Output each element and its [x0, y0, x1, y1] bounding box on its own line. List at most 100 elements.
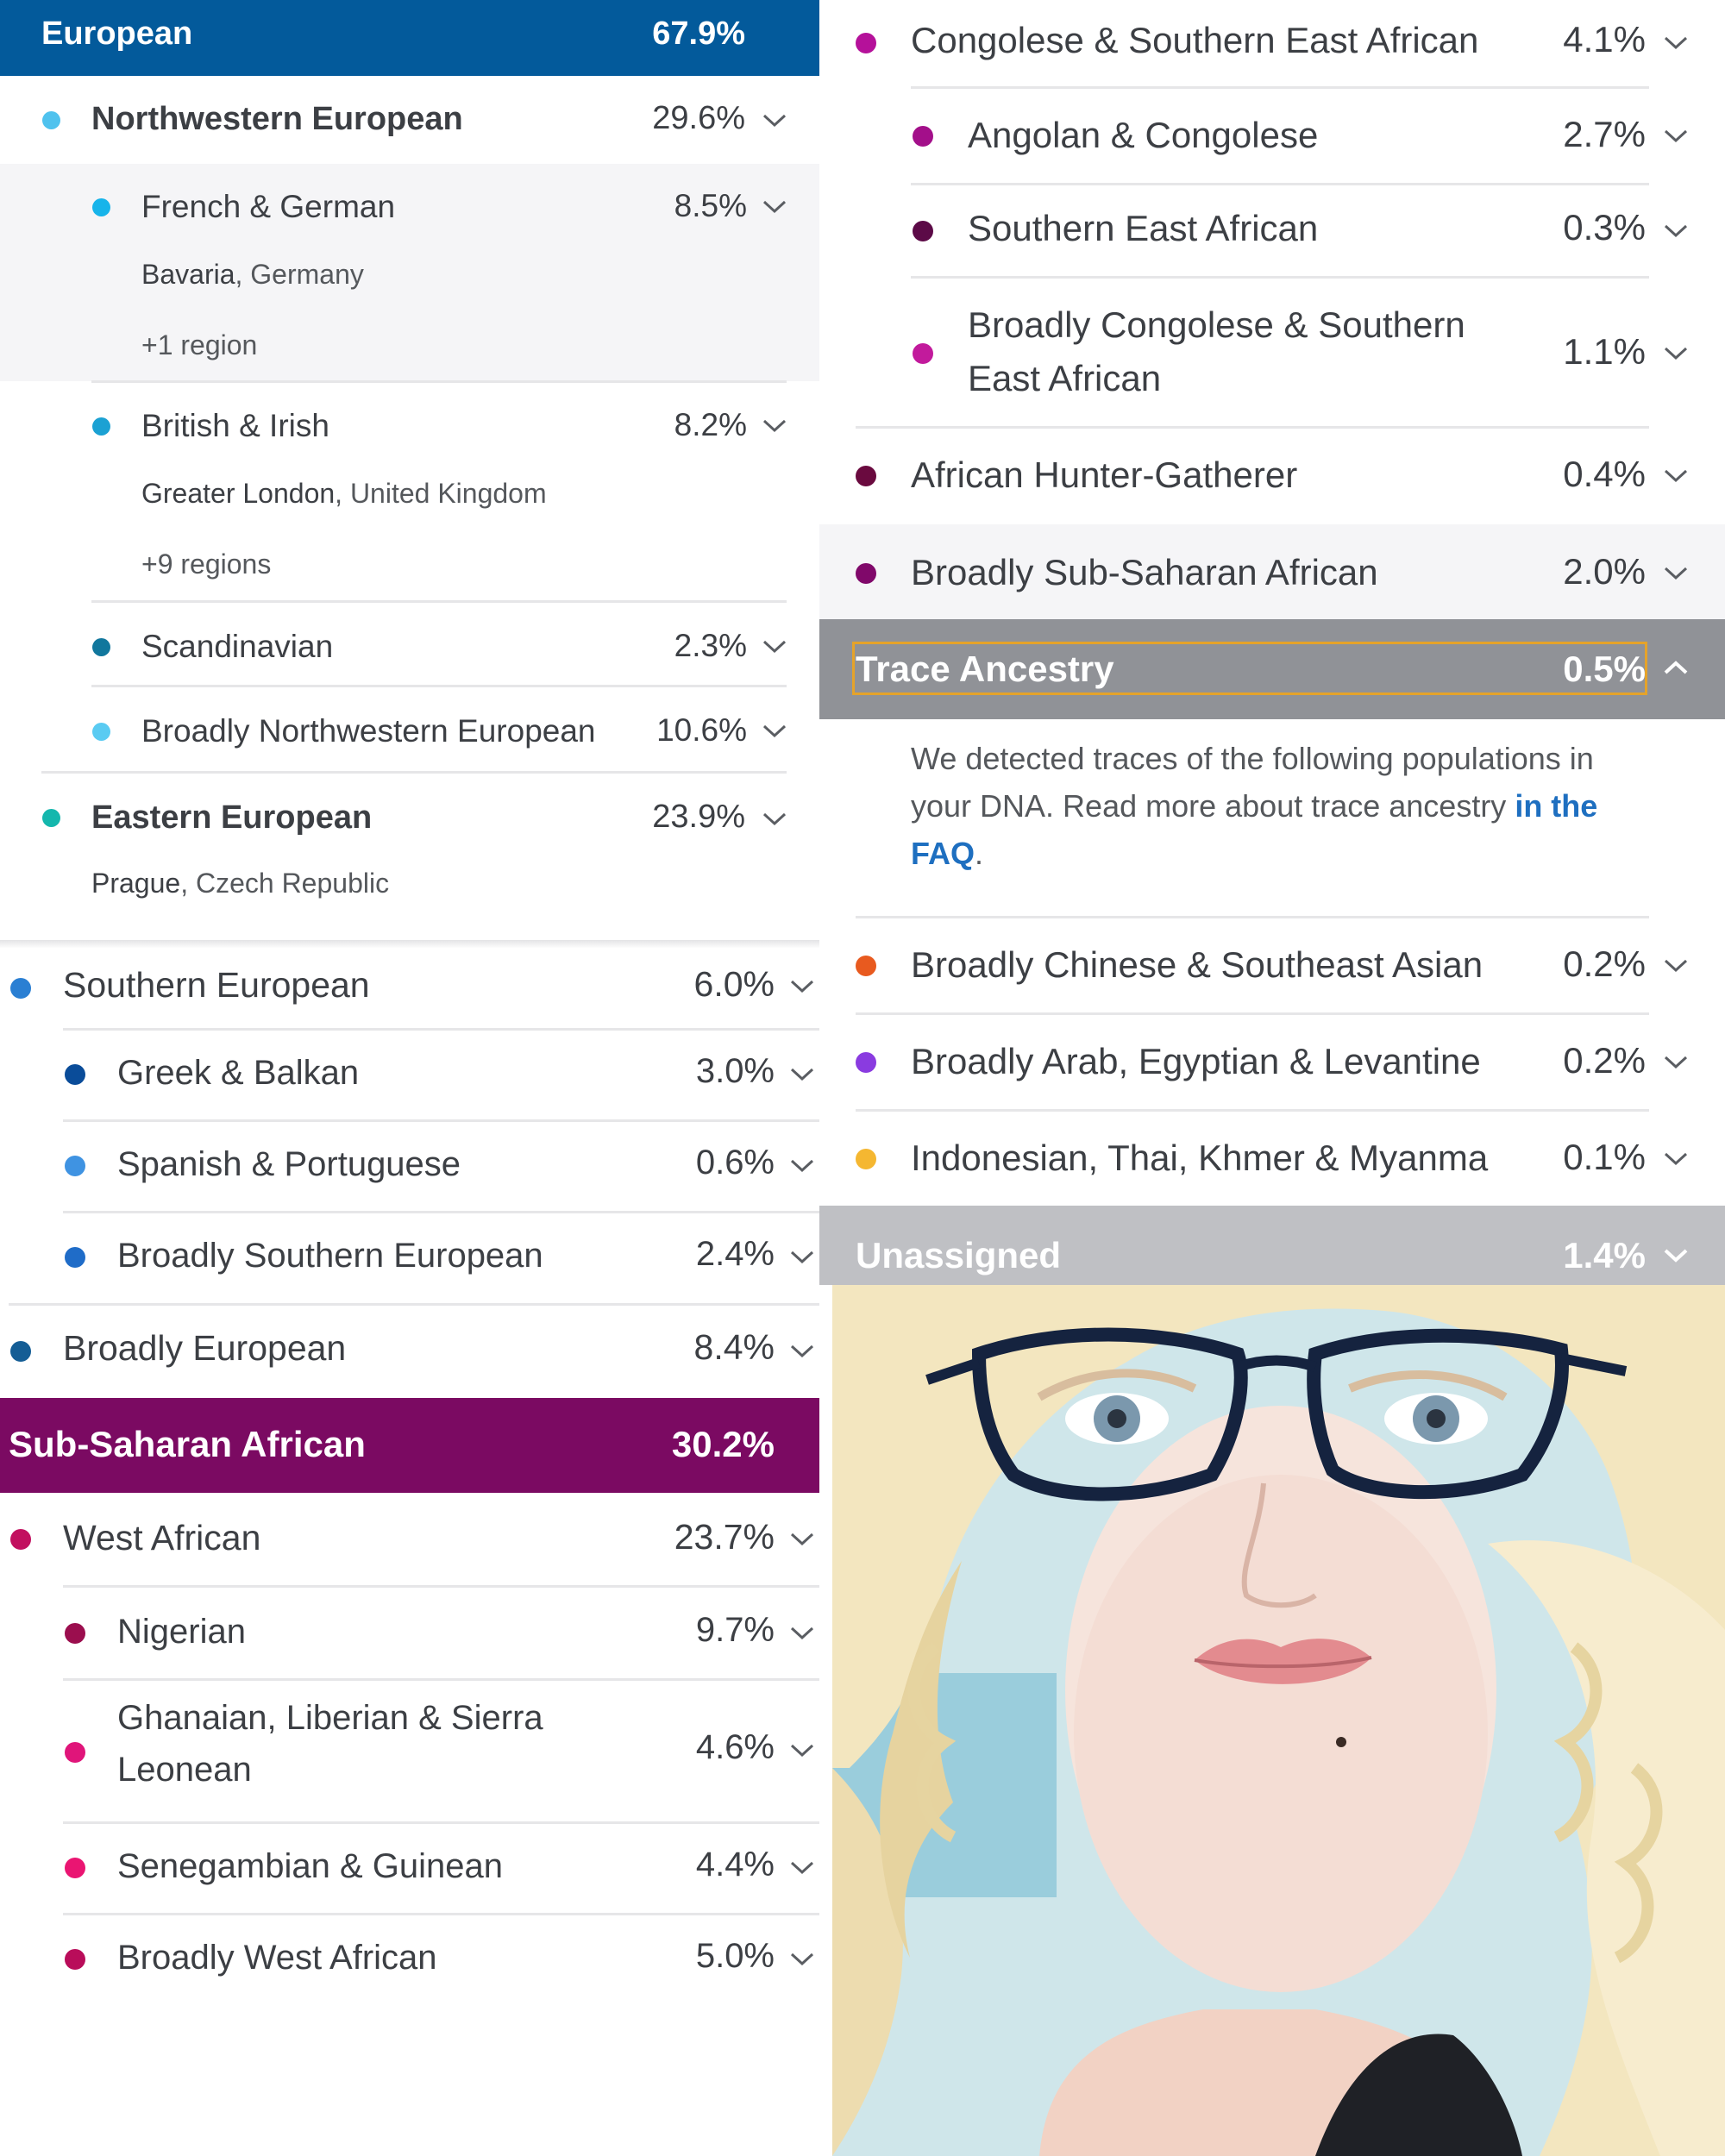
- row-label: Spanish & Portuguese: [117, 1145, 461, 1183]
- row-label: Senegambian & Guinean: [117, 1847, 503, 1885]
- chevron-down-icon[interactable]: [789, 1531, 815, 1548]
- chevron-down-icon[interactable]: [789, 1625, 815, 1642]
- trace-ancestry-header[interactable]: Trace Ancestry 0.5%: [819, 619, 1725, 719]
- region-location[interactable]: Greater London, United Kingdom: [141, 478, 547, 510]
- row-congolese-southern-east-african[interactable]: Congolese & Southern East African 4.1%: [819, 0, 1725, 86]
- row-label-line1: Ghanaian, Liberian & Sierra: [117, 1699, 543, 1737]
- chevron-down-icon[interactable]: [1663, 467, 1689, 485]
- subsaharan-header[interactable]: Sub-Saharan African 30.2%: [0, 1398, 819, 1493]
- color-dot: [65, 1064, 85, 1085]
- chevron-down-icon[interactable]: [789, 978, 815, 995]
- row-british-irish[interactable]: British & Irish 8.2% Greater London, Uni…: [0, 383, 819, 600]
- more-regions-link[interactable]: +9 regions: [141, 548, 272, 580]
- row-broadly-chinese-southeast-asian[interactable]: Broadly Chinese & Southeast Asian 0.2%: [819, 919, 1725, 1012]
- chevron-down-icon[interactable]: [789, 1157, 815, 1175]
- row-broadly-european[interactable]: Broadly European 8.4%: [0, 1307, 819, 1396]
- chevron-down-icon[interactable]: [789, 1343, 815, 1360]
- chevron-up-icon[interactable]: [1663, 659, 1689, 676]
- european-breakdown-panel: European 67.9% Northwestern European 29.…: [0, 0, 819, 940]
- row-southern-east-african[interactable]: Southern East African 0.3%: [819, 186, 1725, 276]
- chevron-down-icon[interactable]: [1663, 128, 1689, 145]
- chevron-down-icon[interactable]: [1663, 1150, 1689, 1168]
- chevron-down-icon[interactable]: [1663, 957, 1689, 975]
- row-broadly-subsaharan-african[interactable]: Broadly Sub-Saharan African 2.0%: [819, 524, 1725, 619]
- region-location[interactable]: Bavaria, Germany: [141, 259, 364, 291]
- unassigned-label: Unassigned: [856, 1235, 1062, 1275]
- divider: [856, 1012, 1649, 1015]
- row-label-line2: East African: [968, 358, 1162, 398]
- focus-ring: [852, 642, 1647, 695]
- chevron-down-icon[interactable]: [789, 1249, 815, 1266]
- row-pct: 0.4%: [1563, 454, 1646, 494]
- more-regions-link[interactable]: +1 region: [141, 329, 258, 360]
- row-southern-european[interactable]: Southern European 6.0%: [0, 949, 819, 1028]
- european-header-label: European: [41, 16, 193, 52]
- selfie-photo: [832, 1285, 1725, 2156]
- row-label: Angolan & Congolese: [968, 115, 1319, 155]
- row-french-german[interactable]: French & German 8.5% Bavaria, Germany +1…: [0, 164, 819, 381]
- row-greek-balkan[interactable]: Greek & Balkan 3.0%: [0, 1031, 819, 1119]
- region-name: Prague: [91, 868, 181, 899]
- divider: [63, 1821, 819, 1824]
- region-location[interactable]: Prague, Czech Republic: [91, 868, 389, 899]
- row-scandinavian[interactable]: Scandinavian 2.3%: [0, 604, 819, 686]
- region-country: , United Kingdom: [335, 478, 547, 509]
- divider: [63, 1585, 819, 1588]
- row-angolan-congolese[interactable]: Angolan & Congolese 2.7%: [819, 90, 1725, 183]
- row-nigerian[interactable]: Nigerian 9.7%: [0, 1589, 819, 1678]
- faq-link-cont[interactable]: FAQ: [911, 836, 975, 871]
- row-pct: 5.0%: [695, 1937, 775, 1975]
- row-broadly-southern-european[interactable]: Broadly Southern European 2.4%: [0, 1214, 819, 1302]
- row-pct: 2.4%: [695, 1235, 775, 1273]
- african-trace-panel: Congolese & Southern East African 4.1% A…: [819, 0, 1725, 1285]
- chevron-down-icon[interactable]: [1663, 34, 1689, 52]
- row-broadly-northwestern-european[interactable]: Broadly Northwestern European 10.6%: [0, 688, 819, 771]
- row-label-line1: Broadly Congolese & Southern: [968, 304, 1465, 345]
- row-ghanaian-liberian-sierra-leonean[interactable]: Ghanaian, Liberian & Sierra Leonean 4.6%: [0, 1682, 819, 1821]
- chevron-down-icon[interactable]: [762, 811, 787, 828]
- row-pct: 6.0%: [693, 964, 775, 1004]
- chevron-down-icon[interactable]: [762, 198, 787, 216]
- row-label: Northwestern European: [91, 101, 463, 137]
- row-pct: 4.6%: [695, 1728, 775, 1766]
- chevron-down-icon[interactable]: [1663, 565, 1689, 582]
- chevron-down-icon[interactable]: [789, 1951, 815, 1968]
- row-spanish-portuguese[interactable]: Spanish & Portuguese 0.6%: [0, 1123, 819, 1211]
- row-pct: 0.6%: [695, 1144, 775, 1181]
- chevron-down-icon[interactable]: [762, 723, 787, 740]
- chevron-down-icon[interactable]: [789, 1859, 815, 1877]
- row-senegambian-guinean[interactable]: Senegambian & Guinean 4.4%: [0, 1825, 819, 1913]
- chevron-down-icon[interactable]: [1663, 1054, 1689, 1071]
- row-label: Nigerian: [117, 1613, 246, 1651]
- chevron-down-icon[interactable]: [762, 112, 787, 129]
- row-pct: 2.3%: [674, 628, 747, 663]
- row-west-african[interactable]: West African 23.7%: [0, 1493, 819, 1586]
- row-broadly-west-african[interactable]: Broadly West African 5.0%: [0, 1916, 819, 2004]
- chevron-down-icon[interactable]: [762, 417, 787, 435]
- chevron-down-icon[interactable]: [1663, 222, 1689, 240]
- row-northwestern-european[interactable]: Northwestern European 29.6%: [0, 76, 819, 162]
- color-dot: [856, 956, 876, 976]
- european-header[interactable]: European 67.9%: [0, 0, 819, 76]
- chevron-down-icon[interactable]: [1663, 1247, 1689, 1264]
- chevron-down-icon[interactable]: [1663, 345, 1689, 362]
- row-eastern-european[interactable]: Eastern European 23.9% Prague, Czech Rep…: [0, 774, 819, 938]
- region-country: , Czech Republic: [180, 868, 390, 899]
- faq-link[interactable]: in the: [1515, 788, 1598, 824]
- row-broadly-arab-egyptian-levantine[interactable]: Broadly Arab, Egyptian & Levantine 0.2%: [819, 1016, 1725, 1109]
- row-broadly-congolese-southern-east-african[interactable]: Broadly Congolese & Southern East Africa…: [819, 279, 1725, 426]
- unassigned-header[interactable]: Unassigned 1.4%: [819, 1206, 1725, 1285]
- chevron-down-icon[interactable]: [762, 638, 787, 655]
- divider: [911, 86, 1649, 89]
- chevron-down-icon[interactable]: [789, 1066, 815, 1083]
- row-pct: 0.2%: [1563, 943, 1646, 984]
- color-dot: [92, 723, 110, 741]
- row-label: Greek & Balkan: [117, 1054, 360, 1092]
- row-label: Broadly Southern European: [117, 1237, 543, 1275]
- color-dot: [65, 1742, 85, 1763]
- row-indonesian-thai-khmer-myanma[interactable]: Indonesian, Thai, Khmer & Myanma 0.1%: [819, 1112, 1725, 1206]
- row-pct: 2.0%: [1563, 551, 1646, 592]
- chevron-down-icon[interactable]: [789, 1742, 815, 1759]
- row-african-hunter-gatherer[interactable]: African Hunter-Gatherer 0.4%: [819, 429, 1725, 523]
- divider: [856, 426, 1649, 429]
